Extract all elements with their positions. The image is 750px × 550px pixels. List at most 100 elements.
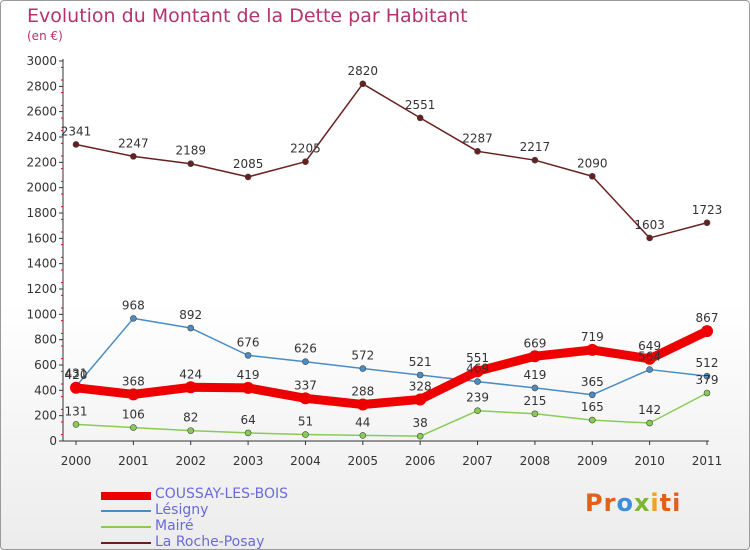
data-point-1: [359, 365, 367, 372]
legend-swatch-roche-posay: [101, 542, 151, 544]
data-point-1: [244, 352, 252, 359]
y-tick-label: 0: [49, 434, 57, 448]
data-point-1: [302, 358, 309, 366]
data-label-2: 106: [122, 408, 145, 422]
data-point-1: [187, 324, 195, 332]
series-line-0: [71, 326, 712, 410]
y-tick-label: 2200: [26, 155, 57, 169]
data-point-3: [72, 141, 80, 148]
y-tick-label: 2800: [26, 79, 57, 93]
data-point-3: [130, 153, 137, 160]
series-line-2: [75, 392, 708, 437]
data-label-1: 564: [638, 350, 661, 364]
data-point-1: [474, 378, 481, 385]
data-label-1: 431: [65, 366, 88, 380]
data-point-3: [474, 148, 481, 155]
legend-item-maire: Mairé: [101, 518, 361, 535]
x-tick-label: 2009: [577, 454, 608, 468]
y-tick-label: 600: [34, 358, 57, 372]
data-point-0: [356, 398, 369, 411]
x-tick-label: 2006: [405, 454, 436, 468]
data-label-2: 38: [413, 416, 428, 430]
data-label-3: 2085: [233, 157, 264, 171]
data-point-0: [127, 388, 140, 401]
data-label-0: 719: [581, 330, 604, 344]
data-label-1: 521: [409, 355, 432, 369]
data-point-2: [359, 432, 367, 439]
data-label-1: 968: [122, 298, 145, 312]
data-label-3: 2287: [462, 131, 493, 145]
data-point-1: [646, 366, 653, 373]
y-tick-label: 2600: [26, 105, 57, 119]
data-label-3: 2551: [405, 98, 436, 112]
x-tick-label: 2000: [61, 454, 92, 468]
data-label-2: 379: [696, 373, 719, 387]
data-point-0: [586, 343, 599, 356]
chart-subtitle: (en €): [27, 29, 63, 43]
data-point-2: [646, 419, 653, 427]
legend-item-lesigny: Lésigny: [101, 502, 361, 519]
data-label-0: 669: [523, 336, 546, 350]
x-tick-label: 2003: [233, 454, 264, 468]
data-label-1: 419: [523, 368, 546, 382]
data-point-3: [703, 219, 711, 227]
y-tick-label: 2400: [26, 130, 57, 144]
data-label-0: 551: [466, 351, 489, 365]
y-tick-label: 1200: [26, 282, 57, 296]
data-point-1: [703, 372, 711, 380]
data-point-3: [244, 173, 252, 181]
data-label-1: 892: [179, 308, 202, 322]
data-point-0: [184, 381, 197, 394]
data-label-0: 368: [122, 374, 145, 388]
data-label-1: 512: [696, 356, 719, 370]
y-tick-label: 1000: [26, 307, 57, 321]
data-point-0: [242, 381, 255, 394]
y-tick-label: 3000: [26, 54, 57, 68]
data-point-1: [416, 371, 424, 379]
data-point-3: [531, 156, 539, 164]
data-point-0: [70, 381, 82, 394]
data-label-3: 2217: [520, 140, 551, 154]
data-label-2: 215: [523, 394, 546, 408]
data-label-2: 51: [298, 415, 313, 429]
data-label-2: 142: [638, 403, 661, 417]
data-label-3: 2090: [577, 156, 608, 170]
data-point-3: [302, 158, 309, 165]
legend-label-roche-posay: La Roche-Posay: [155, 534, 265, 550]
data-point-0: [643, 352, 656, 365]
legend-item-roche-posay: La Roche-Posay: [101, 534, 361, 550]
x-tick-label: 2007: [462, 454, 493, 468]
data-label-2: 44: [355, 415, 370, 429]
y-tick-label: 400: [34, 383, 57, 397]
data-label-0: 867: [696, 311, 719, 325]
legend-item-coussay: COUSSAY-LES-BOIS: [101, 486, 361, 503]
data-label-2: 165: [581, 400, 604, 414]
legend-label-lesigny: Lésigny: [155, 502, 209, 518]
data-point-2: [703, 389, 711, 397]
data-label-0: 424: [179, 367, 202, 381]
data-label-3: 2820: [348, 64, 379, 78]
data-label-1: 676: [237, 335, 260, 349]
data-point-2: [187, 427, 195, 434]
x-tick-label: 2008: [520, 454, 551, 468]
legend-swatch-coussay: [101, 492, 151, 500]
data-label-2: 239: [466, 391, 489, 405]
data-point-3: [359, 80, 367, 88]
data-point-2: [531, 410, 539, 418]
data-label-3: 2189: [175, 144, 206, 158]
data-label-0: 337: [294, 378, 317, 392]
series-line-1: [75, 317, 708, 396]
data-label-3: 1723: [692, 203, 723, 217]
data-label-0: 649: [638, 339, 661, 353]
y-tick-label: 1400: [26, 257, 57, 271]
data-label-1: 626: [294, 342, 317, 356]
legend-label-coussay: COUSSAY-LES-BOIS: [155, 486, 288, 502]
data-label-1: 469: [466, 362, 489, 376]
data-point-0: [299, 392, 312, 405]
data-point-2: [588, 416, 596, 424]
data-point-0: [414, 393, 427, 406]
data-point-0: [471, 365, 484, 378]
x-tick-label: 2010: [634, 454, 665, 468]
